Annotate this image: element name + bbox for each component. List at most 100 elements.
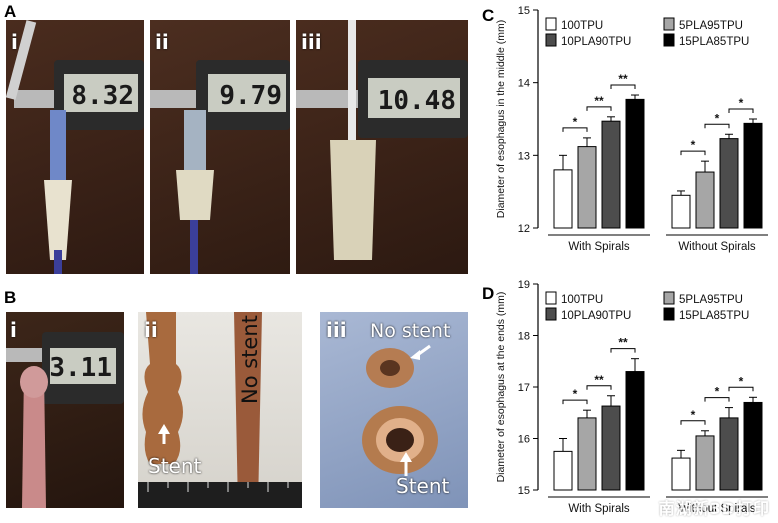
legend-entry: 100TPU [561, 294, 603, 306]
y-axis-label: Diameter of esophagus in the middle (mm) [495, 20, 507, 218]
bar-chart-middle-diameter: 12 13 14 15 Diameter of esophagus in the mid… [495, 5, 768, 253]
significance-label: * [573, 115, 578, 129]
panel-label-d: D [482, 284, 495, 303]
legend-entry: 10PLA90TPU [561, 36, 631, 48]
significance-label: * [739, 374, 744, 388]
bar [671, 194, 691, 229]
group-label: With Spirals [568, 503, 630, 515]
significance-bracket [610, 84, 636, 90]
bar-chart-end-diameter: 15 16 17 18 19 Diameter of esophagus at the e… [495, 279, 768, 515]
subpanel-label-b-ii: ii [144, 318, 158, 342]
group-label: Without Spirals [678, 503, 756, 515]
caliper-stent-image [296, 20, 468, 260]
legend-swatch [545, 17, 557, 31]
photo-a-ii: 9.79 ii [150, 20, 290, 274]
bar [719, 138, 739, 229]
significance-label: ** [618, 336, 628, 350]
legend-entry: 5PLA95TPU [679, 294, 743, 306]
photo-a-iii: 10.48 iii [296, 20, 468, 274]
significance-bracket [562, 399, 588, 405]
legend-swatch [663, 33, 675, 47]
subpanel-label-a-iii: iii [301, 30, 322, 54]
significance-bracket [586, 385, 612, 390]
legend-swatch [545, 307, 557, 321]
photo-b-iii: iii No stent Stent [320, 312, 468, 508]
y-tick-label: 15 [518, 485, 530, 497]
no-stent-label: No stent [370, 320, 451, 342]
esophagus-cross-section-image [362, 344, 438, 476]
subpanel-label-b-iii: iii [326, 318, 347, 342]
bar [553, 169, 573, 229]
group-label: Without Spirals [678, 241, 756, 253]
significance-label: ** [594, 94, 604, 108]
y-tick-label: 12 [518, 223, 530, 235]
significance-label: * [715, 385, 720, 399]
legend-swatch [545, 291, 557, 305]
significance-label: * [573, 387, 578, 401]
bar [743, 122, 763, 229]
subpanel-label-b-i: i [10, 318, 17, 342]
significance-label: ** [594, 373, 604, 387]
bar [553, 450, 573, 491]
significance-bracket [680, 150, 706, 156]
significance-label: * [691, 408, 696, 422]
significance-label: ** [618, 72, 628, 86]
y-tick-label: 18 [518, 331, 530, 343]
stent-label: Stent [148, 454, 202, 478]
bar [719, 417, 739, 491]
y-tick-label: 17 [518, 382, 530, 394]
bar [577, 417, 597, 491]
legend-entry: 10PLA90TPU [561, 310, 631, 322]
lcd-reading-a-iii: 10.48 [378, 86, 456, 116]
caliper-stent-image [6, 20, 144, 274]
bar [695, 435, 715, 491]
no-stent-label: No stent [238, 315, 262, 404]
bar [625, 98, 645, 229]
y-tick-label: 19 [518, 279, 530, 291]
significance-bracket [704, 397, 730, 402]
bar [695, 171, 715, 229]
bar [743, 401, 763, 491]
significance-bracket [728, 386, 754, 392]
lcd-reading-a-ii: 9.79 [219, 81, 282, 111]
y-tick-label: 14 [518, 78, 530, 90]
significance-bracket [704, 123, 730, 129]
panel-label-b: B [4, 288, 17, 307]
svg-text:13.11: 13.11 [50, 353, 112, 383]
legend-swatch [663, 17, 675, 31]
significance-bracket [586, 106, 612, 111]
significance-label: * [715, 111, 720, 125]
significance-label: * [691, 138, 696, 152]
legend-swatch [545, 33, 557, 47]
lcd-reading-b-i: 13.11 [50, 353, 112, 383]
y-tick-label: 13 [518, 150, 530, 162]
significance-bracket [610, 348, 636, 353]
watermark: 南湖新3D打印 [658, 499, 770, 518]
caliper-esophagus-image [6, 332, 124, 508]
stent-label: Stent [396, 474, 450, 498]
legend-entry: 100TPU [561, 20, 603, 32]
y-tick-label: 16 [518, 434, 530, 446]
legend-swatch [663, 291, 675, 305]
esophagus-comparison-image [138, 312, 302, 508]
significance-bracket [680, 420, 706, 425]
y-axis-label: Diameter of esophagus at the ends (mm) [495, 292, 507, 483]
svg-text:8.32: 8.32 [71, 81, 134, 111]
significance-label: * [739, 96, 744, 110]
panel-label-a: A [4, 2, 17, 21]
caliper-stent-image [150, 60, 290, 274]
bar [601, 120, 621, 229]
bar [577, 146, 597, 229]
group-label: With Spirals [568, 241, 630, 253]
legend-entry: 15PLA85TPU [679, 36, 749, 48]
svg-text:10.48: 10.48 [378, 86, 456, 116]
legend-swatch [663, 307, 675, 321]
photo-a-i: 8.32 i [6, 20, 144, 274]
panel-label-c: C [482, 6, 495, 25]
svg-text:9.79: 9.79 [219, 81, 282, 111]
subpanel-label-a-i: i [11, 30, 18, 54]
legend-entry: 15PLA85TPU [679, 310, 749, 322]
bar [601, 405, 621, 491]
lcd-reading-a-i: 8.32 [71, 81, 134, 111]
significance-bracket [728, 108, 754, 113]
